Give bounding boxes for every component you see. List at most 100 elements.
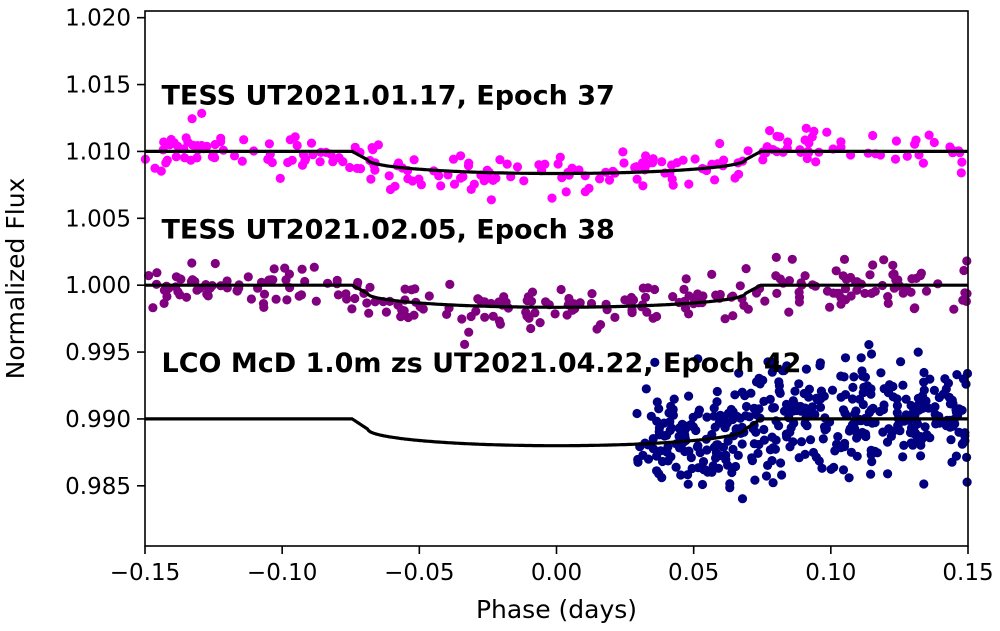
data-point: [638, 283, 648, 293]
data-point: [694, 405, 705, 415]
data-point: [962, 289, 972, 299]
data-point: [187, 258, 197, 268]
data-point: [957, 157, 967, 167]
data-point: [758, 155, 768, 165]
data-point: [501, 297, 511, 307]
data-point: [901, 394, 911, 404]
data-point: [734, 368, 744, 378]
data-point: [919, 367, 929, 378]
data-point: [866, 384, 876, 394]
data-point: [815, 361, 825, 371]
data-point: [749, 403, 759, 413]
data-point: [466, 184, 476, 194]
data-point: [864, 340, 874, 350]
data-point: [530, 308, 540, 318]
data-point: [776, 458, 786, 468]
data-point: [852, 433, 862, 443]
y-axis: 0.985 0.990 0.995 1.000 1.005 1.010 1.015 1.020: [65, 6, 145, 500]
data-point: [807, 132, 817, 142]
data-point: [697, 479, 708, 490]
data-point: [836, 392, 846, 402]
data-point: [721, 450, 731, 460]
x-axis-title: Phase (days): [476, 595, 637, 624]
data-point: [946, 435, 956, 445]
transit-model-line-1: [145, 283, 968, 309]
data-point: [818, 434, 828, 444]
data-point: [949, 304, 959, 314]
data-point: [681, 423, 691, 433]
series-points-2: [632, 340, 973, 504]
data-point: [370, 165, 380, 175]
data-point: [657, 157, 667, 167]
y-axis-title: Normalized Flux: [1, 178, 30, 380]
data-point: [805, 435, 816, 445]
data-point: [684, 179, 694, 189]
data-point: [652, 397, 662, 407]
label-tess-epoch-38: TESS UT2021.02.05, Epoch 38: [162, 214, 615, 245]
data-point: [941, 421, 952, 431]
data-point: [683, 479, 693, 489]
data-point: [442, 309, 452, 319]
data-point: [460, 339, 470, 349]
data-point: [852, 285, 862, 295]
data-point: [526, 323, 536, 334]
data-point: [679, 284, 689, 294]
data-point: [667, 160, 677, 170]
data-point: [784, 276, 795, 286]
data-point: [680, 430, 690, 440]
data-point: [264, 139, 274, 149]
data-point: [735, 281, 745, 291]
data-point: [883, 298, 893, 308]
data-point: [859, 382, 869, 392]
data-point: [345, 162, 355, 173]
data-point: [666, 401, 676, 411]
data-point: [553, 159, 563, 169]
data-point: [259, 302, 269, 312]
data-point: [902, 151, 912, 161]
data-point: [282, 295, 292, 305]
data-point: [851, 406, 861, 416]
data-point: [700, 465, 711, 475]
data-point: [747, 453, 757, 463]
data-point: [650, 357, 660, 367]
data-point: [730, 173, 740, 183]
data-point: [898, 452, 908, 462]
data-point: [197, 108, 207, 118]
data-point: [610, 312, 620, 322]
data-point: [445, 279, 455, 289]
data-point: [648, 313, 658, 323]
data-point: [646, 411, 656, 421]
data-point: [366, 174, 376, 184]
data-point: [668, 292, 678, 302]
data-point: [888, 392, 898, 402]
data-point: [767, 367, 777, 377]
data-point: [463, 161, 474, 171]
data-point: [720, 423, 730, 433]
data-point: [855, 394, 865, 404]
data-point: [838, 465, 849, 475]
x-tick-label: 0.15: [942, 560, 993, 586]
y-tick-label: 0.995: [65, 340, 131, 366]
data-point: [790, 386, 800, 396]
data-point: [940, 374, 950, 384]
data-point: [619, 158, 629, 168]
data-point: [906, 400, 916, 411]
data-point: [802, 421, 812, 431]
data-point: [848, 382, 858, 392]
data-point: [292, 140, 302, 151]
data-point: [914, 405, 924, 415]
data-point: [400, 284, 410, 294]
data-point: [800, 403, 810, 413]
x-tick-label: 0.00: [531, 560, 582, 586]
data-point: [702, 445, 712, 455]
data-point: [210, 258, 220, 269]
data-point: [424, 291, 434, 301]
data-point: [449, 179, 460, 189]
data-point: [860, 372, 871, 382]
data-point: [815, 402, 826, 412]
data-point: [919, 479, 929, 489]
data-point: [778, 366, 788, 376]
data-point: [912, 419, 923, 429]
data-point: [865, 270, 875, 280]
data-point: [297, 264, 307, 274]
